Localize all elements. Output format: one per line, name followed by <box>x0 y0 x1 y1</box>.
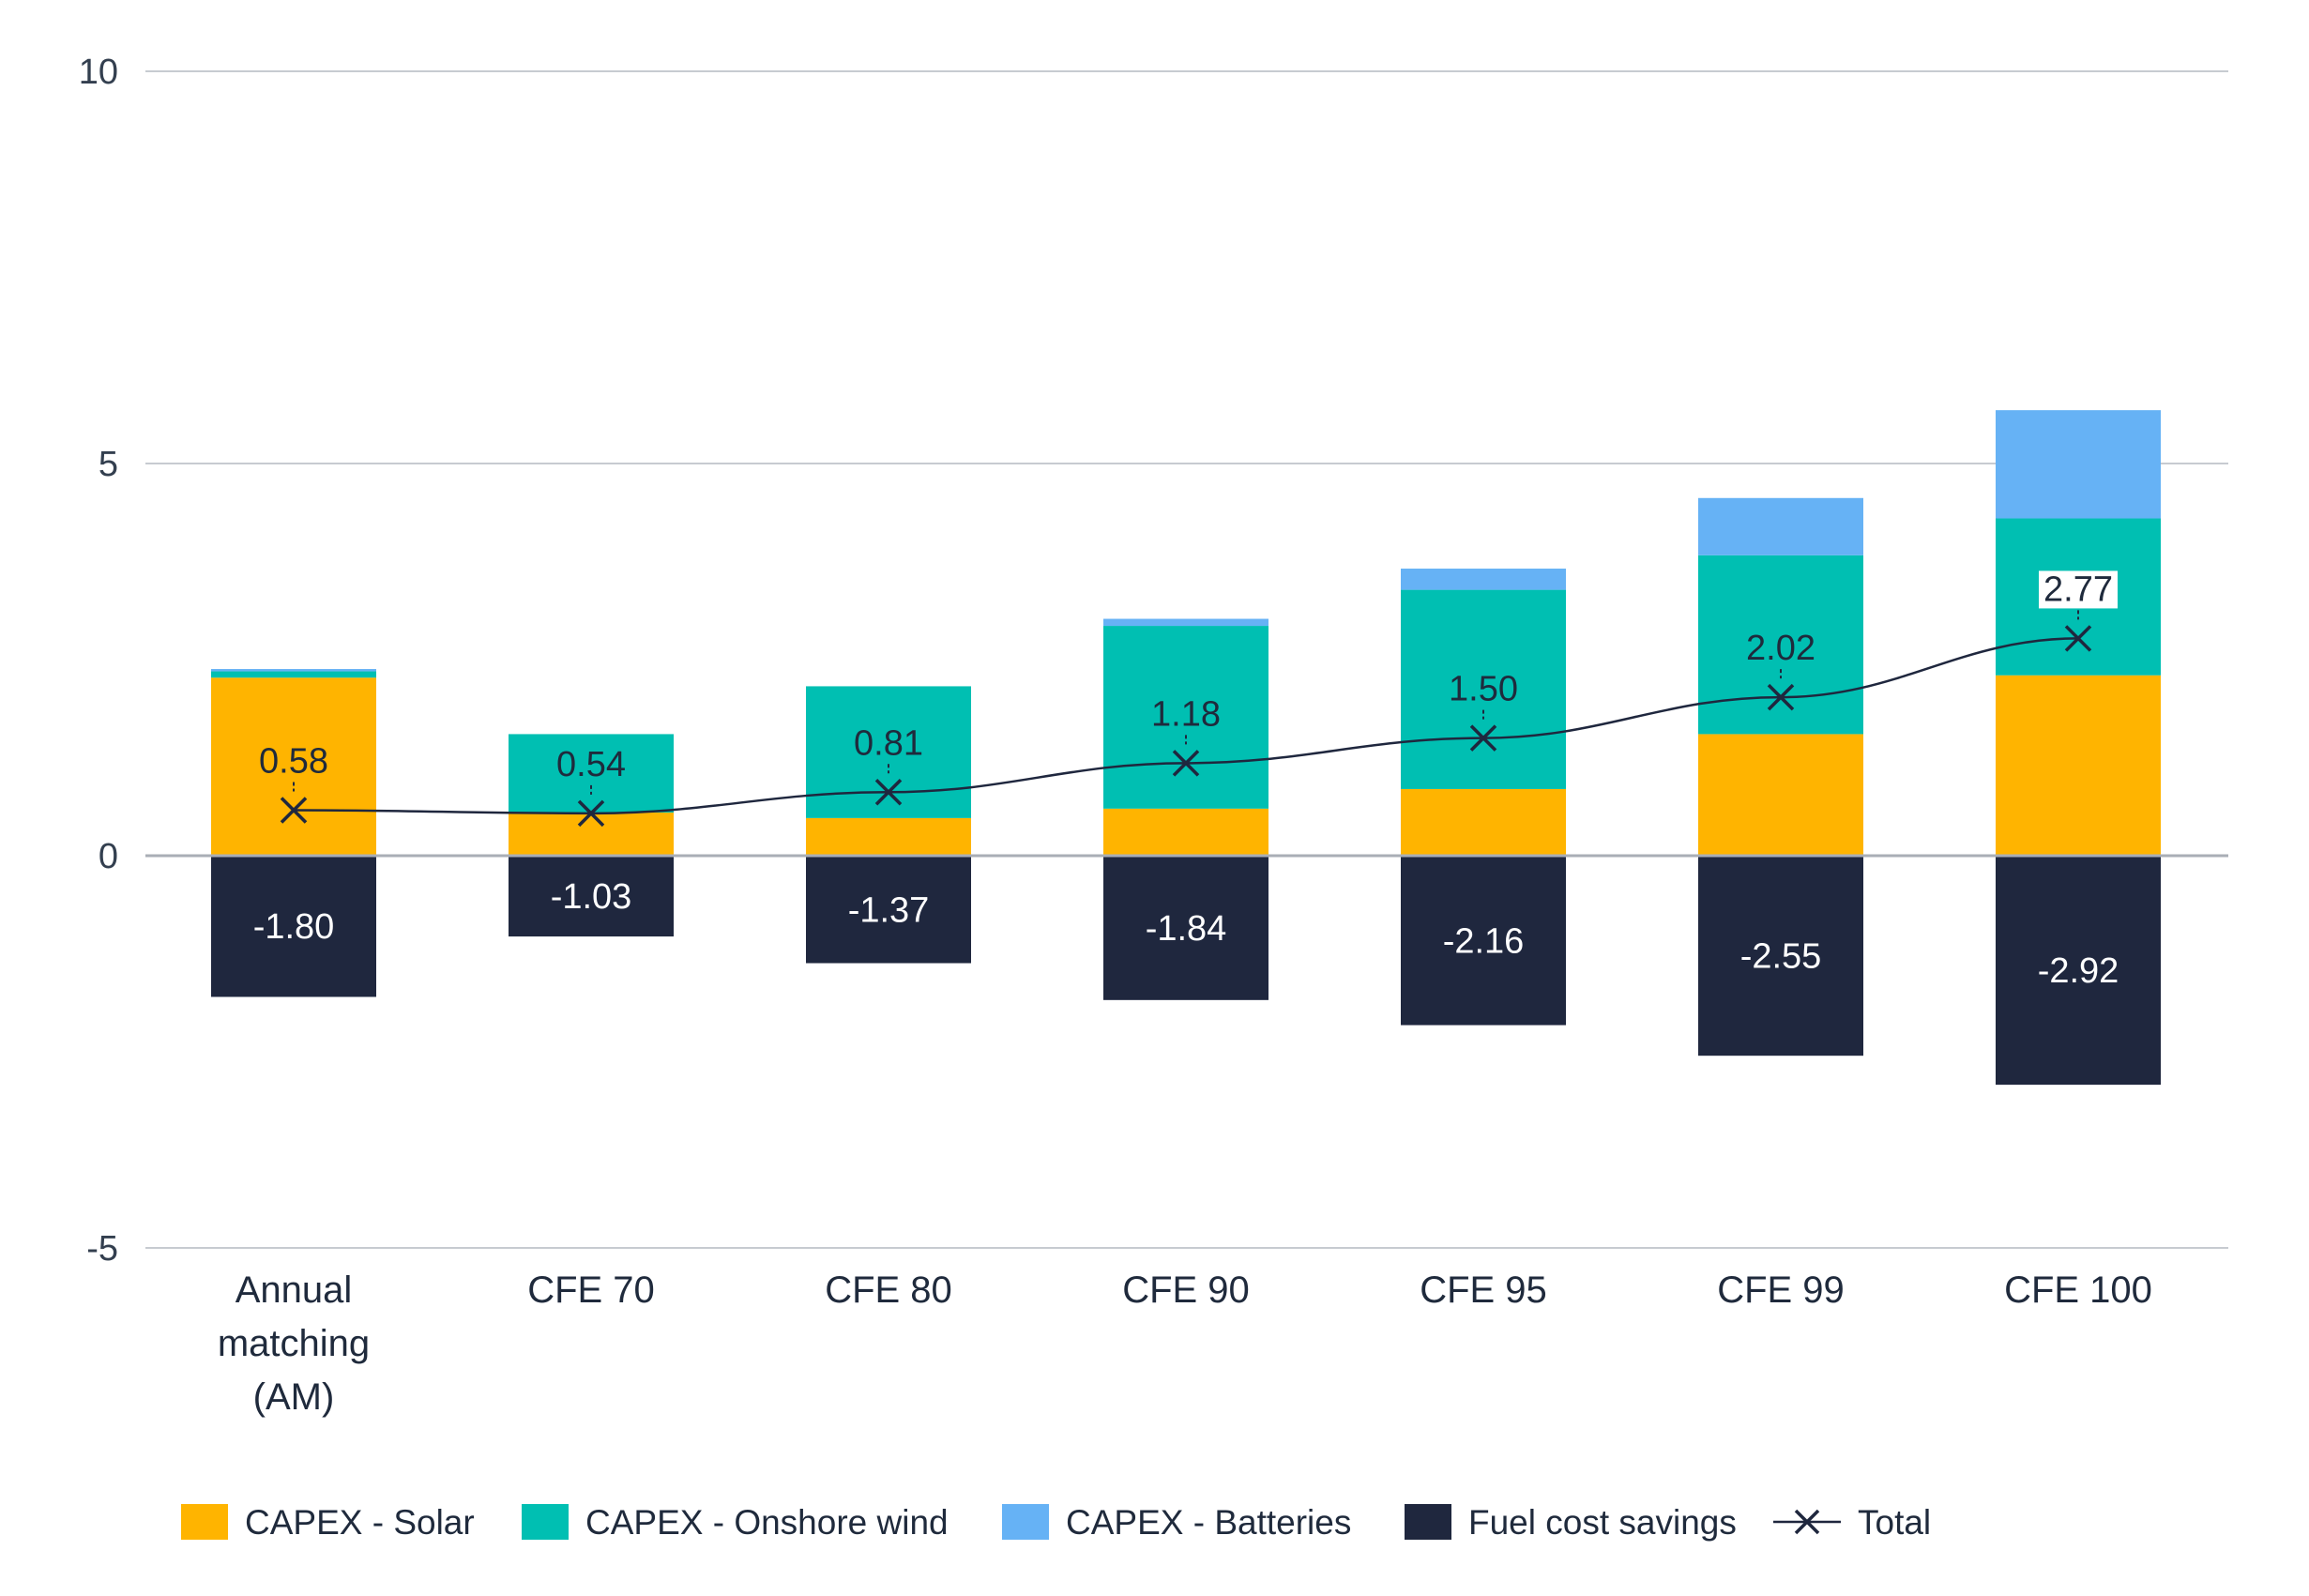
total-marker <box>2064 610 2092 652</box>
legend-item: CAPEX - Onshore wind <box>522 1503 949 1542</box>
bar-capex-solar <box>211 677 376 856</box>
y-tick-label: 0 <box>99 837 118 876</box>
bar-capex-onshore-wind <box>1103 626 1268 809</box>
x-category-label: CFE 80 <box>825 1269 952 1311</box>
fuel-savings-value-label: -2.92 <box>2038 951 2119 991</box>
bar-capex-onshore-wind <box>509 734 674 813</box>
legend-swatch <box>1002 1504 1049 1540</box>
fuel-savings-value-label: -1.03 <box>551 877 632 917</box>
bar-fuel-cost-savings <box>1698 856 1863 1056</box>
bars <box>211 410 2161 1086</box>
bar-fuel-cost-savings <box>1401 856 1566 1026</box>
bar-capex-solar <box>1698 734 1863 856</box>
category-axis-labels: Annual matching (AM) CFE 70 CFE 80 CFE 90 CFE … <box>218 1269 2152 1418</box>
bar-capex-onshore-wind <box>1401 589 1566 789</box>
bar-capex-solar <box>806 817 971 856</box>
total-value-label: 0.58 <box>259 742 328 782</box>
bar-capex-batteries <box>1996 410 2161 519</box>
legend-item: Fuel cost savings <box>1405 1503 1737 1542</box>
bar-fuel-cost-savings <box>509 856 674 937</box>
y-tick-label: -5 <box>86 1229 118 1269</box>
bar-fuel-cost-savings <box>1103 856 1268 1000</box>
x-category-label: Annual matching (AM) <box>218 1269 370 1418</box>
total-marker <box>1469 709 1497 752</box>
bar-capex-batteries <box>1401 569 1566 590</box>
fuel-savings-value-label: -1.37 <box>848 890 930 930</box>
fuel-savings-value-label: -2.55 <box>1740 937 1822 977</box>
bar-fuel-cost-savings <box>1996 856 2161 1086</box>
bar-capex-solar <box>1996 675 2161 856</box>
total-line-layer <box>145 610 2228 858</box>
bar-capex-onshore-wind <box>211 671 376 678</box>
legend-swatch <box>1405 1504 1451 1540</box>
bar-capex-solar <box>509 813 674 856</box>
total-value-label: 1.18 <box>1151 694 1221 734</box>
total-marker <box>1767 669 1795 711</box>
bar-fuel-cost-savings <box>211 856 376 997</box>
fuel-savings-value-label: -2.16 <box>1443 921 1525 961</box>
total-marker <box>280 782 308 824</box>
total-label-background <box>2039 570 2118 609</box>
x-category-label: CFE 90 <box>1122 1269 1250 1311</box>
total-value-label: 0.54 <box>556 745 626 784</box>
bar-capex-solar <box>1103 808 1268 856</box>
y-tick-label: 10 <box>79 53 118 92</box>
total-value-label: 0.81 <box>854 723 923 763</box>
bar-capex-onshore-wind <box>1698 555 1863 735</box>
legend-item: CAPEX - Solar <box>181 1503 475 1542</box>
x-category-label: CFE 70 <box>527 1269 655 1311</box>
legend-label: CAPEX - Solar <box>245 1503 475 1542</box>
bar-capex-batteries <box>1103 618 1268 627</box>
data-labels: -1.80 -1.03 -1.37 -1.84 -2.16 -2.55 -2.92 0.58 0… <box>253 570 2119 991</box>
bar-capex-solar <box>1401 788 1566 856</box>
legend-swatch <box>522 1504 569 1540</box>
x-category-label: CFE 100 <box>2004 1269 2152 1311</box>
total-marker <box>577 784 605 828</box>
total-marker <box>874 764 903 806</box>
total-value-label: 1.50 <box>1449 670 1518 709</box>
legend-label: CAPEX - Onshore wind <box>585 1503 949 1542</box>
legend-label: CAPEX - Batteries <box>1066 1503 1351 1542</box>
bar-capex-batteries <box>211 669 376 672</box>
legend-swatch <box>181 1504 228 1540</box>
x-category-label: CFE 99 <box>1717 1269 1845 1311</box>
x-category-label: CFE 95 <box>1420 1269 1547 1311</box>
fuel-savings-value-label: -1.80 <box>253 907 335 947</box>
bar-capex-onshore-wind <box>806 686 971 818</box>
y-tick-label: 5 <box>99 445 118 484</box>
fuel-savings-value-label: -1.84 <box>1146 909 1227 949</box>
gridlines: 10 5 0 -5 <box>79 53 2228 1269</box>
total-value-label: 2.77 <box>2043 570 2113 609</box>
total-marker <box>1172 735 1200 777</box>
total-value-label: 2.02 <box>1746 629 1815 668</box>
bar-capex-batteries <box>1698 497 1863 555</box>
legend-item-total: Total <box>1773 1503 1931 1542</box>
legend-label: Total <box>1858 1503 1931 1542</box>
legend-label: Fuel cost savings <box>1468 1503 1737 1542</box>
legend-item: CAPEX - Batteries <box>1002 1503 1351 1542</box>
legend: CAPEX - Solar CAPEX - Onshore wind CAPEX -… <box>181 1503 1931 1542</box>
bar-fuel-cost-savings <box>806 856 971 964</box>
